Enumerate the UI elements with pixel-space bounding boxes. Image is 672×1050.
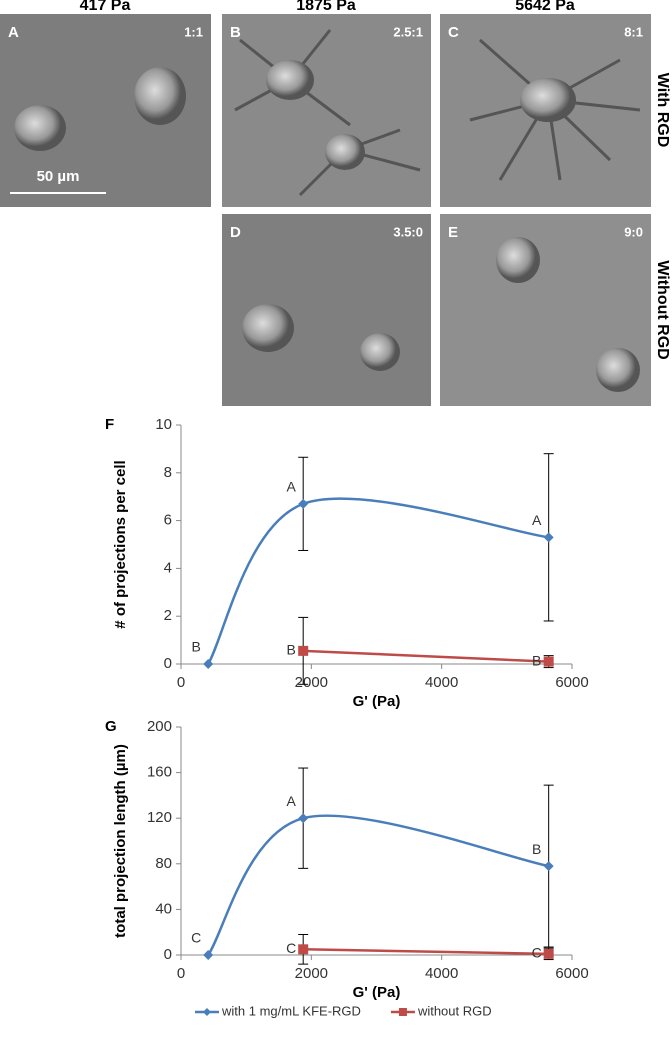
- cell: [596, 348, 640, 392]
- point-label: B: [287, 642, 296, 658]
- marker: [543, 861, 554, 872]
- marker: [298, 813, 309, 824]
- point-label: A: [287, 479, 297, 495]
- cell: [520, 78, 576, 122]
- column-header: 1875 Pa: [296, 0, 356, 14]
- point-label: A: [532, 512, 542, 528]
- y-axis-label: # of projections per cell: [112, 460, 129, 628]
- legend-label: with 1 mg/mL KFE-RGD: [221, 1003, 361, 1018]
- legend-marker: [398, 1008, 407, 1016]
- x-tick-label: 4000: [425, 674, 458, 691]
- marker: [298, 944, 309, 955]
- point-label: C: [532, 945, 542, 961]
- marker: [543, 948, 554, 959]
- cell: [360, 333, 400, 371]
- y-tick-label: 4: [164, 559, 172, 576]
- panel-letter: A: [8, 24, 19, 41]
- y-tick-label: 80: [155, 855, 172, 872]
- ratio-label: 2.5:1: [393, 24, 423, 39]
- column-header: 5642 Pa: [515, 0, 575, 14]
- y-tick-label: 160: [147, 764, 172, 781]
- panel-letter: E: [448, 224, 458, 241]
- x-axis-label: G' (Pa): [353, 984, 401, 1001]
- cell: [14, 105, 66, 151]
- panel-letter: D: [230, 224, 241, 241]
- marker: [203, 659, 214, 669]
- marker: [298, 645, 309, 656]
- point-label: A: [287, 793, 297, 809]
- y-tick-label: 120: [147, 809, 172, 826]
- image-b: [222, 14, 431, 207]
- y-tick-label: 2: [164, 607, 172, 624]
- series-line: [303, 948, 549, 956]
- x-tick-label: 4000: [425, 965, 458, 982]
- cell: [134, 67, 186, 125]
- cell: [242, 304, 294, 352]
- panel-label: F: [105, 416, 114, 433]
- y-tick-label: 0: [164, 946, 172, 963]
- point-label: B: [532, 652, 541, 668]
- y-tick-label: 40: [155, 900, 172, 917]
- column-header: 417 Pa: [80, 0, 131, 14]
- y-tick-label: 6: [164, 512, 172, 529]
- marker: [543, 656, 554, 667]
- ratio-label: 3.5:0: [393, 224, 423, 239]
- point-label: C: [191, 930, 201, 946]
- x-tick-label: 2000: [295, 674, 328, 691]
- x-tick-label: 6000: [555, 674, 588, 691]
- legend-marker: [203, 1008, 211, 1016]
- row-label: Without RGD: [654, 260, 671, 359]
- scale-bar-label: 50 µm: [37, 168, 80, 185]
- cell: [496, 237, 540, 283]
- series-line: [207, 497, 549, 665]
- x-tick-label: 6000: [555, 965, 588, 982]
- panel-letter: C: [448, 24, 459, 41]
- series-line: [303, 649, 549, 663]
- y-axis-label: total projection length (µm): [112, 744, 129, 938]
- legend-label: without RGD: [417, 1003, 492, 1018]
- ratio-label: 8:1: [624, 24, 643, 39]
- point-label: B: [532, 841, 541, 857]
- marker: [543, 532, 554, 543]
- x-tick-label: 0: [177, 674, 185, 691]
- cell: [325, 134, 365, 170]
- marker: [298, 498, 309, 509]
- point-label: B: [192, 639, 201, 655]
- y-tick-label: 200: [147, 718, 172, 735]
- cell: [266, 60, 314, 100]
- x-tick-label: 0: [177, 965, 185, 982]
- row-label: With RGD: [654, 73, 671, 148]
- ratio-label: 9:0: [624, 224, 643, 239]
- panel-letter: B: [230, 24, 241, 41]
- y-tick-label: 0: [164, 655, 172, 672]
- point-label: C: [286, 940, 296, 956]
- x-axis-label: G' (Pa): [353, 693, 401, 710]
- y-tick-label: 10: [155, 416, 172, 433]
- micrographs: [0, 14, 651, 406]
- y-tick-label: 8: [164, 464, 172, 481]
- ratio-label: 1:1: [184, 24, 203, 39]
- panel-label: G: [105, 718, 117, 735]
- marker: [203, 950, 214, 960]
- x-tick-label: 2000: [295, 965, 328, 982]
- series-line: [207, 814, 549, 956]
